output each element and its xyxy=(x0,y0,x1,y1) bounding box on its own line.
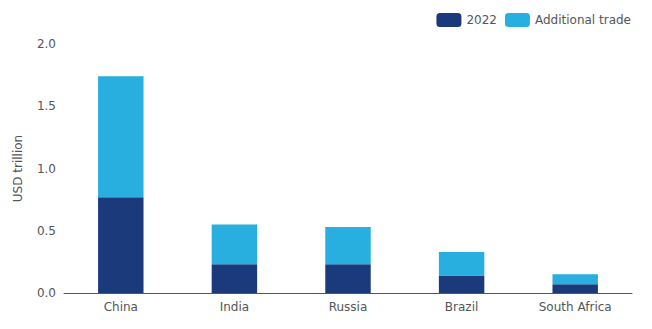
svg-text:Brazil: Brazil xyxy=(445,300,479,314)
svg-text:USD trillion: USD trillion xyxy=(11,135,25,202)
svg-text:0.0: 0.0 xyxy=(37,286,56,300)
svg-text:South Africa: South Africa xyxy=(539,300,612,314)
svg-text:1.0: 1.0 xyxy=(37,162,56,176)
svg-text:0.5: 0.5 xyxy=(37,224,56,238)
svg-text:2022: 2022 xyxy=(466,13,497,27)
svg-text:Additional trade: Additional trade xyxy=(535,13,631,27)
svg-text:1.5: 1.5 xyxy=(37,99,56,113)
svg-text:China: China xyxy=(104,300,138,314)
svg-text:India: India xyxy=(220,300,249,314)
svg-text:2.0: 2.0 xyxy=(37,37,56,51)
svg-text:Russia: Russia xyxy=(329,300,368,314)
